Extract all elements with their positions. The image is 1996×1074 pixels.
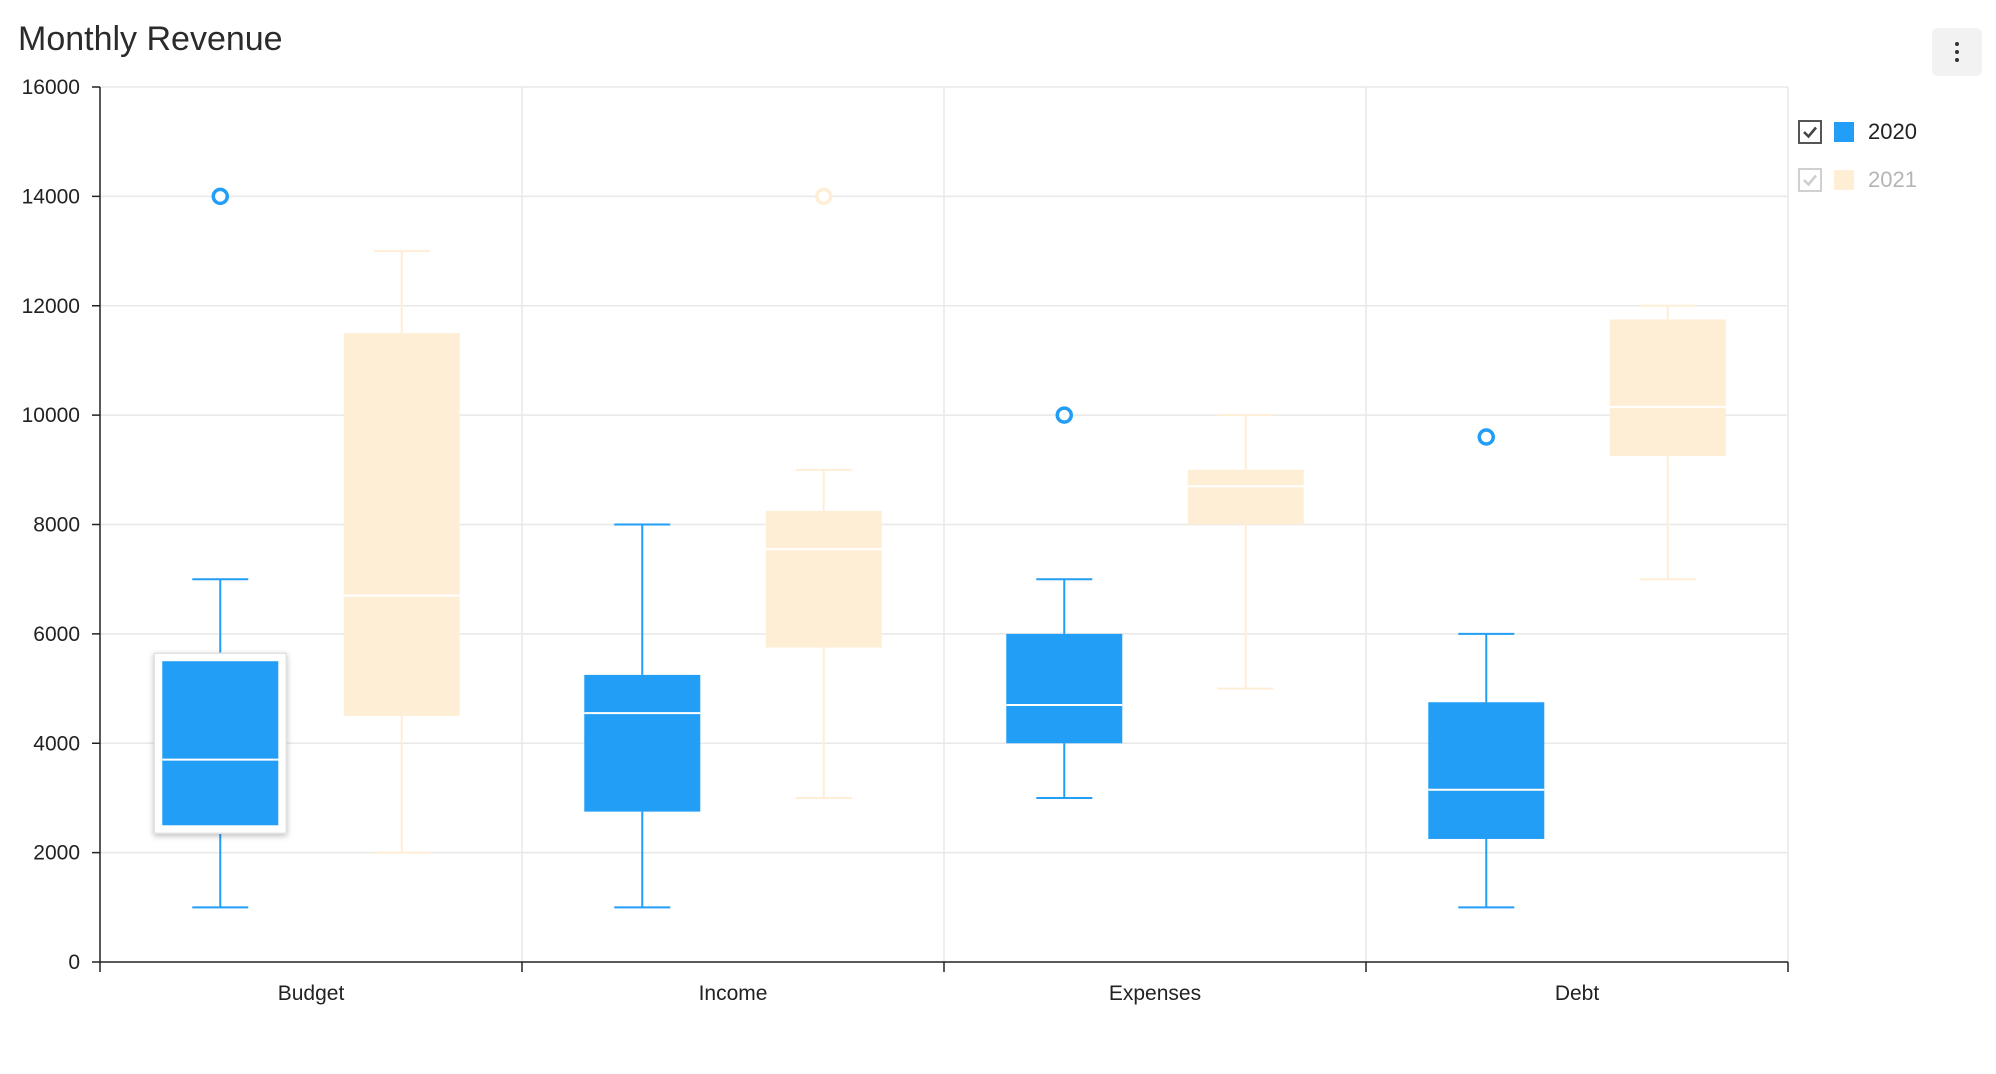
more-vertical-icon	[1955, 42, 1959, 62]
x-tick-label: Income	[699, 982, 768, 1005]
box-2020-income	[584, 674, 701, 812]
y-tick-label: 8000	[33, 514, 80, 537]
box-2020-budget-outlier	[211, 187, 230, 206]
legend-swatch-2020	[1834, 122, 1854, 142]
legend-item-2020[interactable]: 2020	[1798, 108, 1917, 156]
chart-legend: 2020 2021	[1798, 108, 1917, 204]
box-2021-income-outlier	[814, 187, 833, 206]
box-2021-budget	[343, 333, 460, 716]
checkbox-checked-icon[interactable]	[1798, 168, 1822, 192]
y-tick-label: 12000	[22, 295, 80, 318]
y-tick-label: 16000	[22, 76, 80, 99]
x-tick-label: Debt	[1555, 982, 1600, 1005]
box-2020-debt-outlier	[1477, 428, 1496, 446]
checkbox-checked-icon[interactable]	[1798, 120, 1822, 144]
box-2020-budget	[162, 661, 279, 826]
legend-item-2021[interactable]: 2021	[1798, 156, 1917, 204]
x-tick-label: Expenses	[1109, 982, 1201, 1005]
box-2020-debt	[1428, 702, 1545, 839]
legend-swatch-2021	[1834, 170, 1854, 190]
y-tick-label: 4000	[33, 732, 80, 755]
y-tick-label: 0	[68, 951, 80, 974]
y-tick-label: 6000	[33, 623, 80, 646]
chart-menu-button[interactable]	[1932, 28, 1982, 76]
y-tick-label: 2000	[33, 842, 80, 865]
box-2021-income	[765, 510, 882, 648]
y-tick-label: 10000	[22, 404, 80, 427]
box-2021-debt	[1609, 319, 1726, 457]
y-tick-label: 14000	[22, 185, 80, 208]
x-tick-label: Budget	[278, 982, 345, 1005]
box-2020-expenses-outlier	[1055, 406, 1074, 424]
legend-label-2021: 2021	[1868, 167, 1917, 192]
chart-title: Monthly Revenue	[18, 20, 283, 58]
legend-label-2020: 2020	[1868, 119, 1917, 144]
box-2020-expenses	[1006, 633, 1123, 744]
box-2021-expenses	[1187, 469, 1304, 525]
